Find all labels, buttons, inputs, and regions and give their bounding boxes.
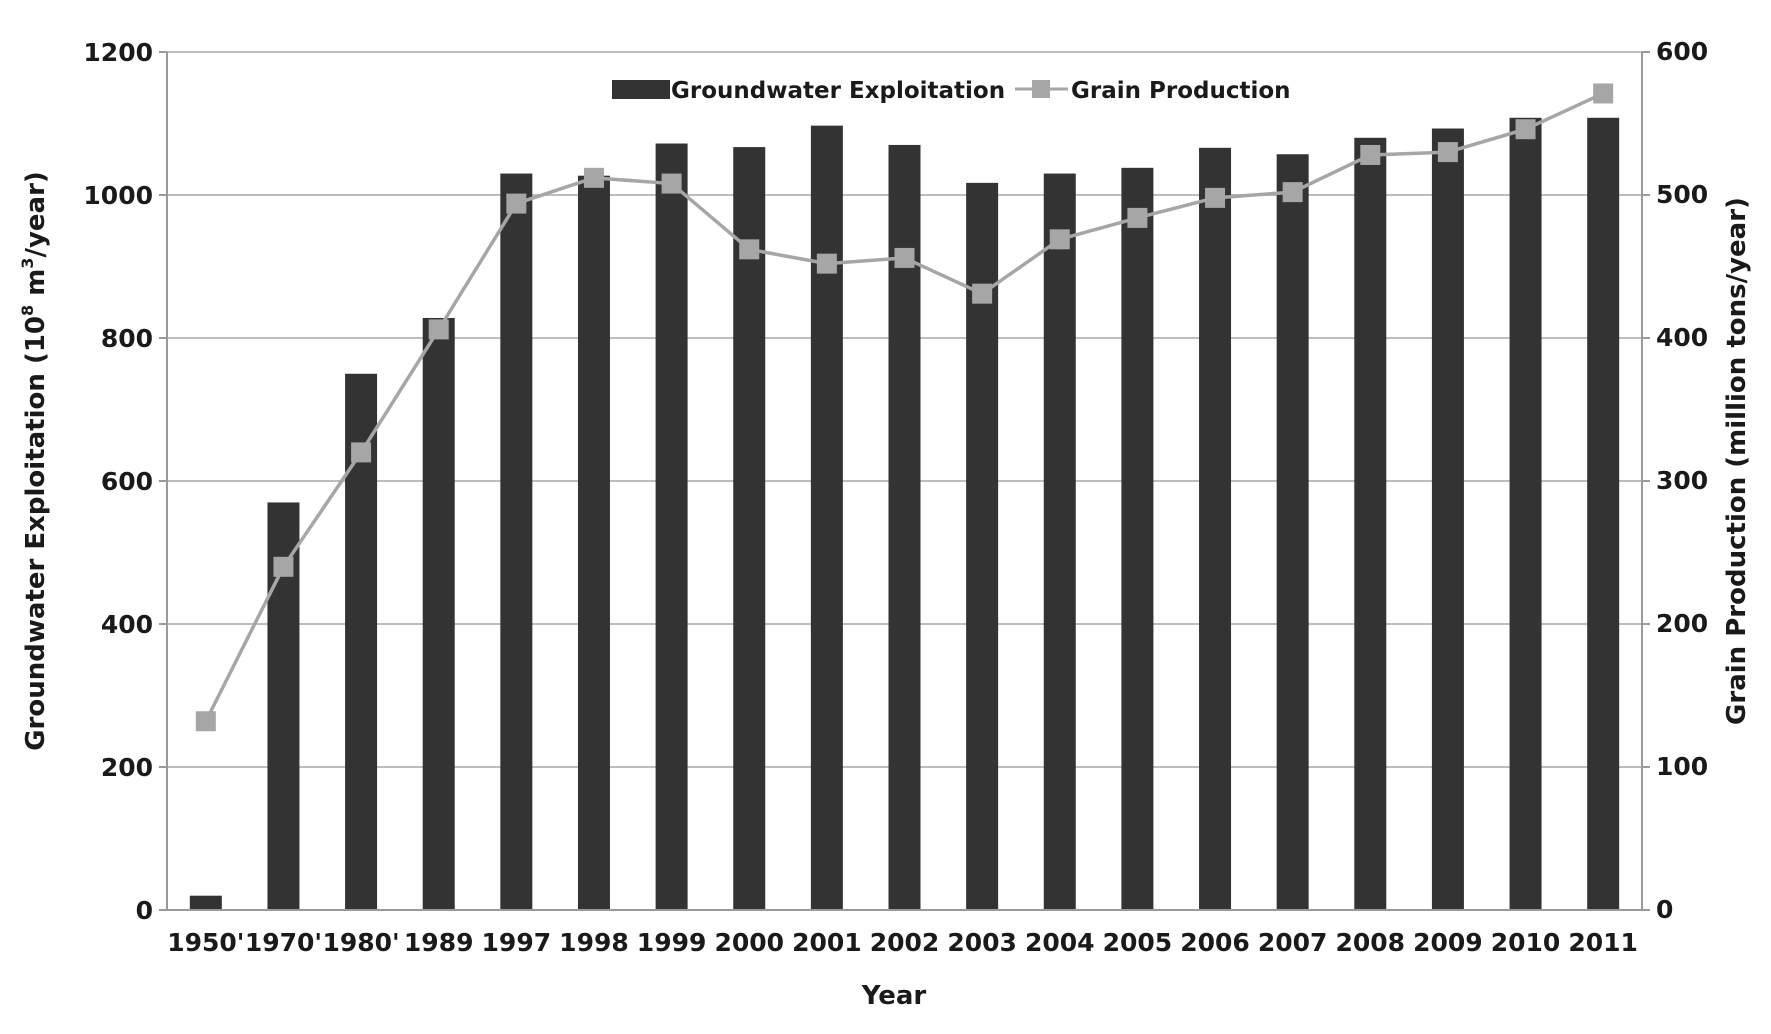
x-tick-label: 2004 bbox=[1025, 928, 1095, 957]
bar-groundwater bbox=[345, 373, 378, 910]
point-grain bbox=[1282, 182, 1303, 203]
bar-groundwater bbox=[1431, 128, 1464, 910]
x-tick-label: 2001 bbox=[792, 928, 862, 957]
legend-label-groundwater: Groundwater Exploitation bbox=[671, 78, 1005, 104]
bar-groundwater bbox=[1199, 147, 1232, 910]
bar-groundwater bbox=[1276, 154, 1309, 910]
point-grain bbox=[1205, 187, 1226, 208]
bar-groundwater bbox=[1587, 117, 1620, 910]
x-tick-label: 1998 bbox=[559, 928, 629, 957]
y-tick-label: 800 bbox=[101, 324, 153, 353]
y2-tick-label: 0 bbox=[1656, 895, 1673, 924]
line-series-grain bbox=[195, 83, 1614, 732]
y-tick-label: 1200 bbox=[83, 38, 153, 67]
bar-groundwater bbox=[577, 175, 610, 910]
y-tick-label: 0 bbox=[136, 896, 153, 925]
legend-swatch-groundwater bbox=[612, 80, 670, 99]
x-tick-label: 1950' bbox=[167, 928, 244, 957]
legend: Groundwater Exploitation Grain Productio… bbox=[612, 78, 1291, 104]
y-tick-label: 1000 bbox=[83, 181, 153, 210]
y-axis-title: Groundwater Exploitation (108 m3/year) bbox=[18, 171, 51, 751]
x-tick-label: 1999 bbox=[637, 928, 707, 957]
x-tick-label: 2010 bbox=[1491, 928, 1561, 957]
point-grain bbox=[739, 239, 760, 260]
bar-groundwater bbox=[888, 144, 921, 910]
x-tick-label: 2002 bbox=[870, 928, 940, 957]
point-grain bbox=[351, 442, 372, 463]
point-grain bbox=[1360, 144, 1381, 165]
point-grain bbox=[1515, 119, 1536, 140]
point-grain bbox=[894, 247, 915, 268]
bar-groundwater bbox=[1509, 117, 1542, 910]
point-grain bbox=[195, 711, 216, 732]
bar-groundwater bbox=[422, 317, 455, 911]
x-tick-label: 2008 bbox=[1335, 928, 1405, 957]
point-grain bbox=[506, 193, 527, 214]
point-grain bbox=[1437, 142, 1458, 163]
x-tick-label: 2007 bbox=[1258, 928, 1328, 957]
y-tick-label: 200 bbox=[101, 753, 153, 782]
point-grain bbox=[1127, 207, 1148, 228]
point-grain bbox=[661, 173, 682, 194]
y-axis-title-unit: m bbox=[21, 269, 51, 305]
bar-groundwater bbox=[1043, 173, 1076, 911]
y2-tick-label: 200 bbox=[1656, 609, 1708, 638]
x-tick-label: 1980' bbox=[322, 928, 399, 957]
bar-groundwater bbox=[733, 147, 766, 911]
point-grain bbox=[583, 167, 604, 188]
x-axis-title: Year bbox=[861, 981, 927, 1011]
x-tick-label: 1970' bbox=[245, 928, 322, 957]
point-grain bbox=[1593, 83, 1614, 104]
bar-groundwater bbox=[189, 895, 222, 910]
bar-groundwater bbox=[500, 173, 533, 911]
x-tick-label: 2000 bbox=[714, 928, 784, 957]
y2-tick-label: 500 bbox=[1656, 180, 1708, 209]
bar-groundwater bbox=[966, 182, 999, 911]
y-tick-label: 400 bbox=[101, 610, 153, 639]
y2-tick-label: 400 bbox=[1656, 323, 1708, 352]
y2-tick-label: 100 bbox=[1656, 752, 1708, 781]
x-tick-label: 2005 bbox=[1103, 928, 1173, 957]
y2-tick-label: 300 bbox=[1656, 466, 1708, 495]
x-tick-label: 2009 bbox=[1413, 928, 1483, 957]
x-tick-label: 1989 bbox=[404, 928, 474, 957]
x-tick-label: 2003 bbox=[947, 928, 1017, 957]
y-tick-label: 600 bbox=[101, 467, 153, 496]
x-tick-label: 1997 bbox=[482, 928, 552, 957]
y-axis-title-tail: /year) bbox=[21, 171, 51, 257]
point-grain bbox=[1049, 229, 1070, 250]
y-axis-title-sup: 8 bbox=[18, 305, 37, 316]
point-grain bbox=[816, 253, 837, 274]
point-grain bbox=[972, 283, 993, 304]
legend-swatch-grain-marker bbox=[1032, 80, 1050, 98]
bar-groundwater bbox=[1121, 167, 1154, 910]
legend-label-grain: Grain Production bbox=[1071, 78, 1291, 104]
y2-tick-label: 600 bbox=[1656, 37, 1708, 66]
axes: 0 200 400 600 800 1000 1200 0 100 200 300 400 500 600… bbox=[83, 37, 1708, 957]
point-grain bbox=[273, 556, 294, 577]
point-grain bbox=[428, 319, 449, 340]
x-tick-label: 2011 bbox=[1568, 928, 1638, 957]
y-axis-title-unit-sup: 3 bbox=[18, 258, 37, 269]
bar-series-groundwater bbox=[189, 117, 1620, 911]
y2-axis-title: Grain Production (million tons/year) bbox=[1722, 197, 1752, 725]
bar-groundwater bbox=[655, 143, 688, 910]
y-axis-title-main: Groundwater Exploitation (10 bbox=[21, 316, 51, 751]
bar-groundwater bbox=[810, 125, 843, 910]
x-tick-label: 2006 bbox=[1180, 928, 1250, 957]
bar-groundwater bbox=[1354, 137, 1387, 911]
